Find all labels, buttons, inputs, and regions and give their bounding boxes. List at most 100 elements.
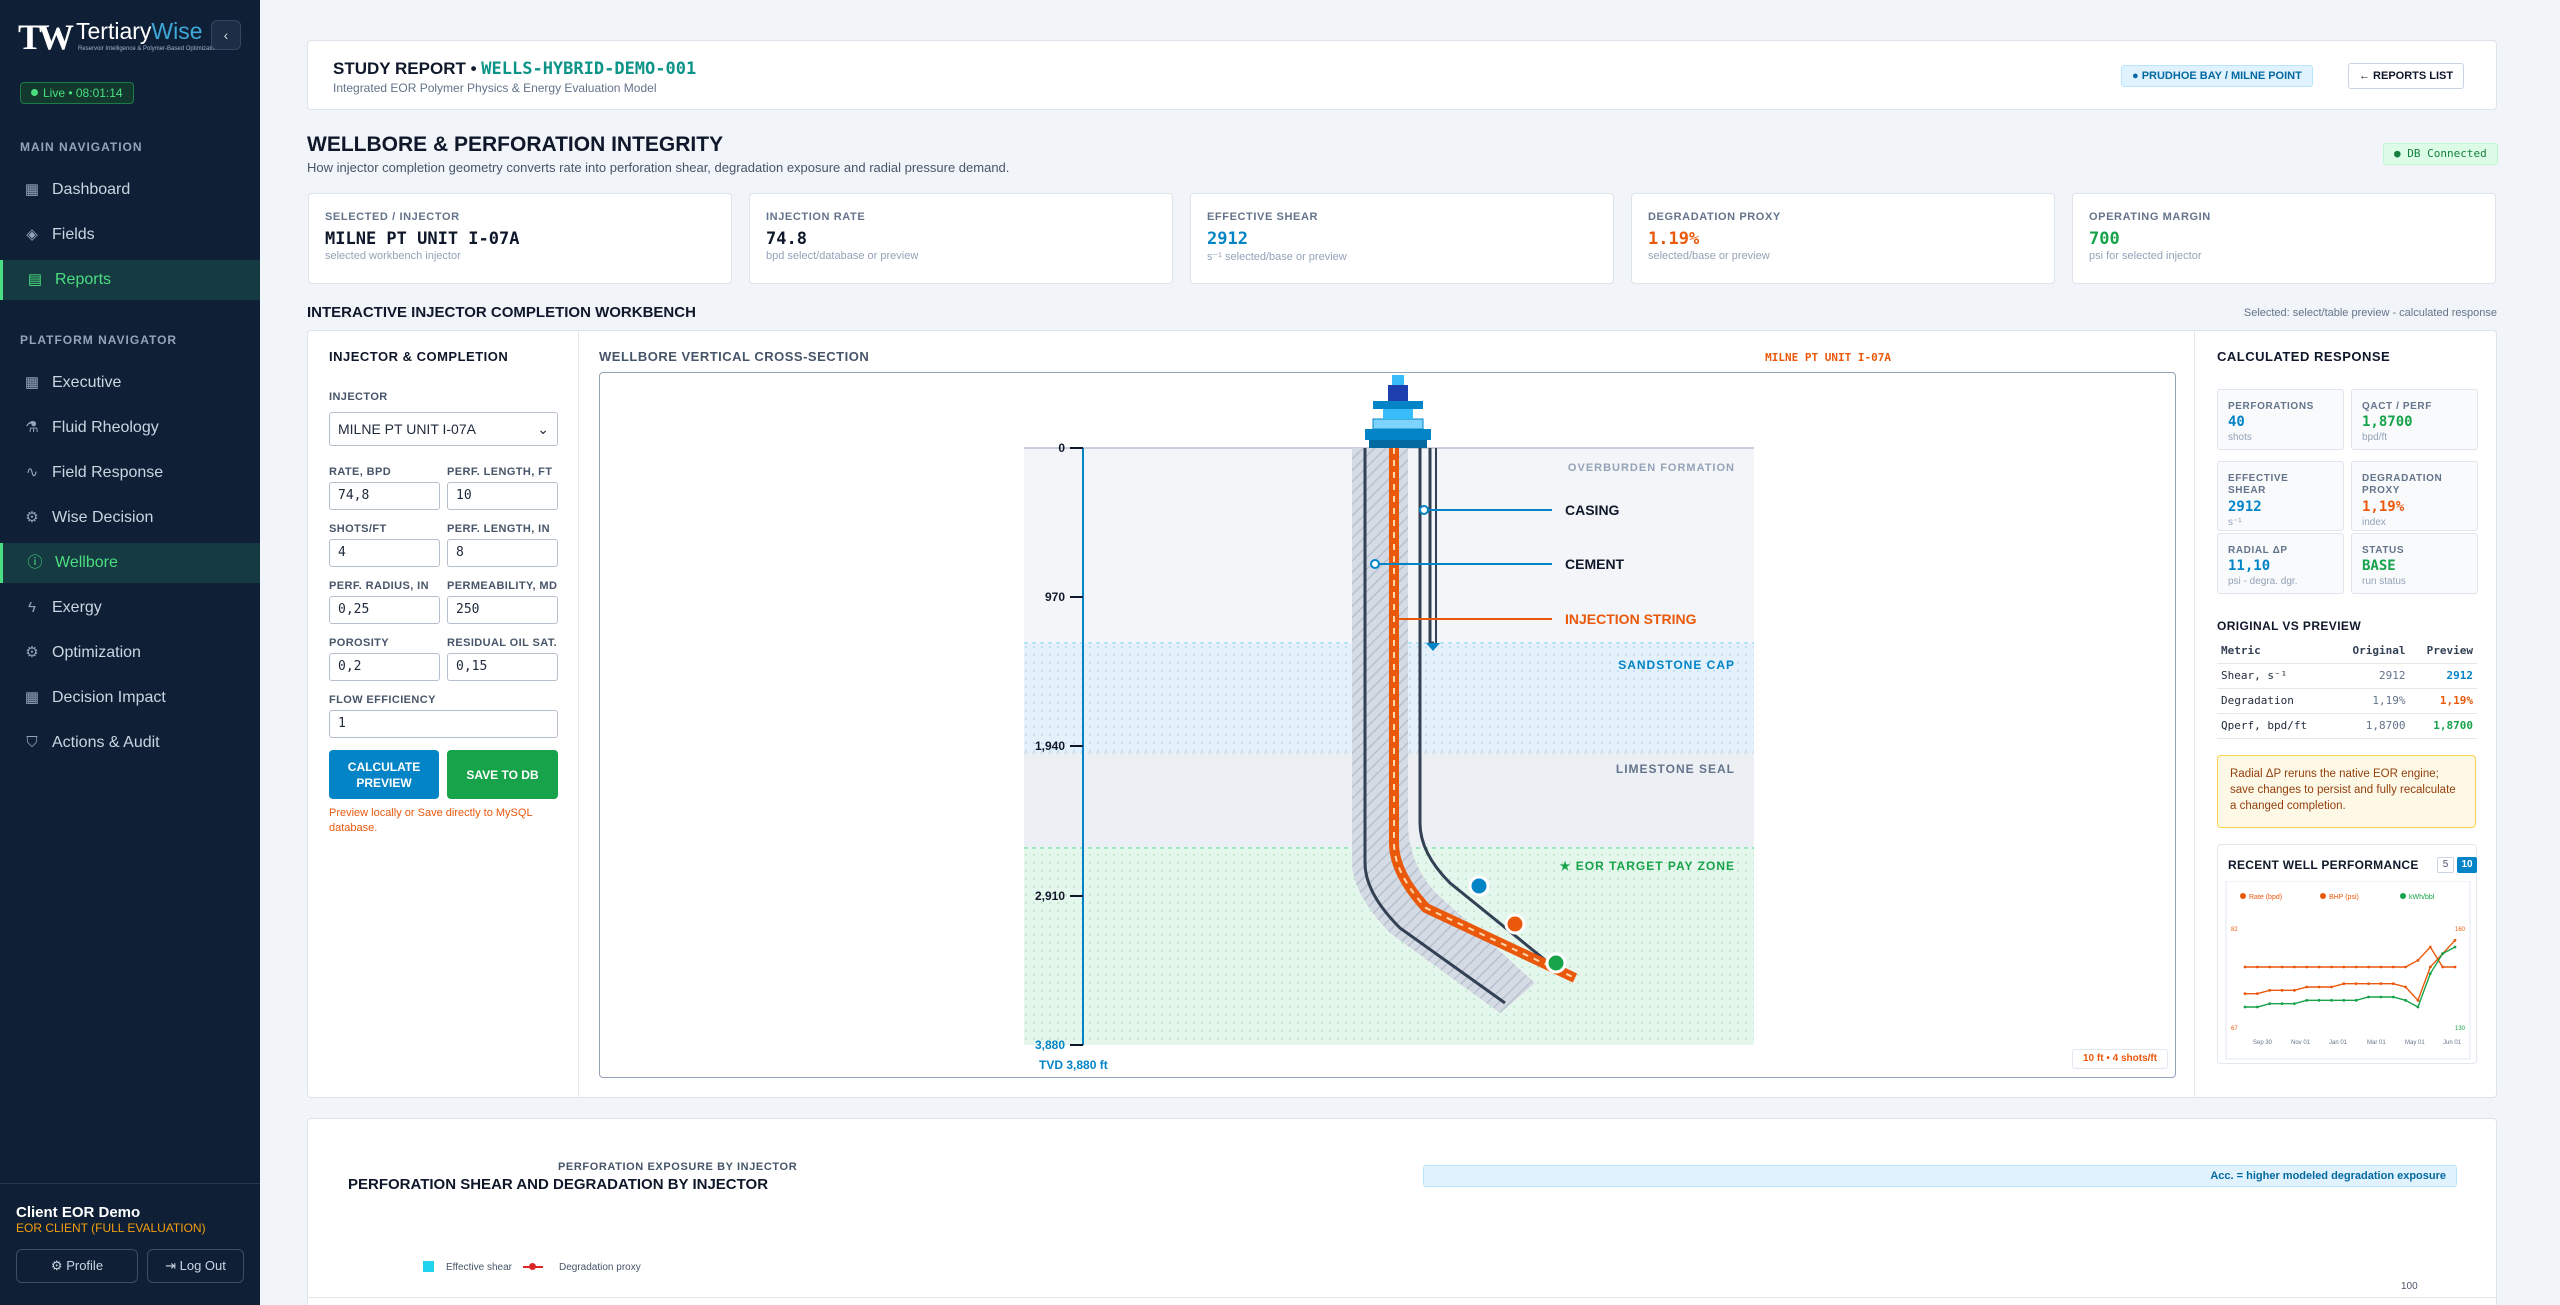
platform-navigator-heading: PLATFORM NAVIGATOR xyxy=(20,333,178,347)
kpi-card: OPERATING MARGIN 700 psi for selected inje… xyxy=(2072,193,2496,284)
compare-row: Qperf, bpd/ft 1,8700 1,8700 xyxy=(2217,713,2477,739)
casing-outer xyxy=(1363,448,1506,1005)
series-point xyxy=(2280,965,2284,969)
nav-item-dashboard[interactable]: ▦ Dashboard xyxy=(0,170,260,210)
response-value: 40 xyxy=(2228,414,2245,430)
nav-item-reports[interactable]: ▤ Reports xyxy=(0,260,260,300)
series-point xyxy=(2305,965,2309,969)
brand-logo[interactable]: TW TertiaryWise Reservoir Intelligence &… xyxy=(18,16,233,57)
brand-tagline: Reservoir Intelligence & Polymer-Based O… xyxy=(78,46,220,52)
compare-row: Degradation 1,19% 1,19% xyxy=(2217,688,2477,714)
nav-item-actions-audit[interactable]: ⛉ Actions & Audit xyxy=(0,723,260,763)
nav-item-label: Dashboard xyxy=(52,181,131,198)
response-card: DEGRADATION PROXY 1,19% index xyxy=(2351,461,2478,531)
profile-button[interactable]: ⚙ Profile xyxy=(16,1249,138,1283)
calculate-preview-button[interactable]: CALCULATE PREVIEW xyxy=(329,750,439,799)
flask-icon: ⚗ xyxy=(25,419,39,436)
kpi-label: EFFECTIVE SHEAR xyxy=(1207,211,1319,223)
range-10-button[interactable]: 10 xyxy=(2457,857,2477,873)
nav-item-wellbore[interactable]: ⓘ Wellbore xyxy=(0,543,260,583)
field-input-perf-radius-in[interactable]: 0,25 xyxy=(329,596,440,624)
field-label: POROSITY xyxy=(329,637,390,649)
field-input-porosity[interactable]: 0,2 xyxy=(329,653,440,681)
kpi-card: EFFECTIVE SHEAR 2912 s⁻¹ selected/base or … xyxy=(1190,193,1614,284)
response-label: PERFORATIONS xyxy=(2228,401,2314,412)
form-hint: Preview locally or Save directly to MySQ… xyxy=(329,807,533,834)
series-point xyxy=(2453,938,2457,942)
response-value: 1,8700 xyxy=(2362,414,2413,430)
kpi-label: OPERATING MARGIN xyxy=(2089,211,2211,223)
field-input-perf-length-in[interactable]: 8 xyxy=(447,539,558,567)
response-value: BASE xyxy=(2362,558,2396,574)
series-point xyxy=(2280,1002,2284,1006)
series-point xyxy=(2428,972,2432,976)
series-point xyxy=(2404,965,2407,969)
range-5-button[interactable]: 5 xyxy=(2437,857,2454,873)
kpi-sub: bpd select/database or preview xyxy=(766,250,919,262)
compare-metric: Shear, s⁻¹ xyxy=(2217,663,2334,689)
logout-button[interactable]: ⇥ Log Out xyxy=(147,1249,244,1283)
response-value: 2912 xyxy=(2228,499,2262,515)
kpi-value: 2912 xyxy=(1207,229,1248,249)
live-clock-badge: Live • 08:01:14 xyxy=(20,82,134,104)
cross-section-frame: 0 970 1,940 2,910 3,880 TVD 3,880 ft OVE… xyxy=(599,372,2176,1078)
kpi-sub: s⁻¹ selected/base or preview xyxy=(1207,251,1347,263)
reports-list-button[interactable]: ← REPORTS LIST xyxy=(2348,63,2465,89)
field-input-shots-ft[interactable]: 4 xyxy=(329,539,440,567)
pay-zone-label: ★ EOR TARGET PAY ZONE xyxy=(1560,859,1735,873)
gear-icon: ⚙ xyxy=(25,644,39,661)
field-label: FLOW EFFICIENCY xyxy=(329,694,436,706)
response-card: EFFECTIVE SHEAR 2912 s⁻¹ xyxy=(2217,461,2344,531)
response-label: DEGRADATION PROXY xyxy=(2362,473,2443,496)
field-label: SHOTS/FT xyxy=(329,523,387,535)
response-sub: index xyxy=(2362,517,2386,528)
nav-item-label: Decision Impact xyxy=(52,689,166,706)
field-input-perf-length-ft[interactable]: 10 xyxy=(447,482,558,510)
series-point xyxy=(2416,958,2420,962)
nav-item-optimization[interactable]: ⚙ Optimization xyxy=(0,633,260,673)
depth-label-0: 0 xyxy=(1058,441,1065,455)
field-input-flow-efficiency[interactable]: 1 xyxy=(329,710,558,738)
series-point xyxy=(2330,965,2333,969)
series-line-2 xyxy=(2245,939,2456,1002)
x-tick-label: Nov 01 xyxy=(2291,1040,2311,1046)
sidebar: TW TertiaryWise Reservoir Intelligence &… xyxy=(0,0,260,1305)
series-point xyxy=(2404,998,2407,1002)
nav-item-exergy[interactable]: ϟ Exergy xyxy=(0,588,260,628)
field-input-permeability-md[interactable]: 250 xyxy=(447,596,558,624)
x-tick-label: Jan 01 xyxy=(2329,1040,2348,1046)
injector-select[interactable]: MILNE PT UNIT I-07A ⌄ xyxy=(329,412,558,446)
field-label: PERF. LENGTH, FT xyxy=(447,466,553,478)
nav-item-decision-impact[interactable]: ▦ Decision Impact xyxy=(0,678,260,718)
collapse-sidebar-button[interactable]: ‹ xyxy=(211,20,241,50)
series-point xyxy=(2293,965,2296,969)
kpi-label: SELECTED / INJECTOR xyxy=(325,211,460,223)
field-input-residual-oil-sat[interactable]: 0,15 xyxy=(447,653,558,681)
location-badge: ● PRUDHOE BAY / MILNE POINT xyxy=(2121,65,2313,87)
nav-item-field-response[interactable]: ∿ Field Response xyxy=(0,453,260,493)
logout-icon: ⇥ xyxy=(165,1258,180,1273)
exposure-note: Acc. = higher modeled degradation exposu… xyxy=(1423,1165,2457,1187)
nav-item-executive[interactable]: ▦ Executive xyxy=(0,363,260,403)
kpi-value: MILNE PT UNIT I-07A xyxy=(325,229,520,249)
nav-item-fluid-rheology[interactable]: ⚗ Fluid Rheology xyxy=(0,408,260,448)
document-icon: ▤ xyxy=(27,271,43,288)
workbench-note: Selected: select/table preview - calcula… xyxy=(2243,307,2497,319)
series-point xyxy=(2354,998,2358,1002)
nav-item-wise-decision[interactable]: ⚙ Wise Decision xyxy=(0,498,260,538)
casing-inner xyxy=(1418,448,1556,970)
series-point xyxy=(2379,965,2383,969)
field-label: RATE, BPD xyxy=(329,466,392,478)
study-id: WELLS-HYBRID-DEMO-001 xyxy=(481,59,697,79)
y-left-bottom: 67 xyxy=(2231,1026,2238,1032)
series-point xyxy=(2428,965,2432,969)
save-to-db-button[interactable]: SAVE TO DB xyxy=(447,750,558,799)
overburden-label: OVERBURDEN FORMATION xyxy=(1568,462,1735,474)
series-point xyxy=(2453,965,2457,969)
injection-string-callout: INJECTION STRING xyxy=(1565,611,1697,627)
series-point xyxy=(2367,982,2370,986)
chevron-left-icon: ‹ xyxy=(223,27,229,43)
field-input-rate-bpd[interactable]: 74,8 xyxy=(329,482,440,510)
logo-mark: TW xyxy=(18,17,74,57)
nav-item-fields[interactable]: ◈ Fields xyxy=(0,215,260,255)
